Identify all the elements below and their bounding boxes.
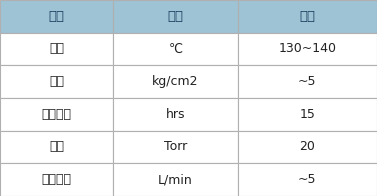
FancyBboxPatch shape <box>238 131 377 163</box>
Text: hrs: hrs <box>166 108 185 121</box>
FancyBboxPatch shape <box>113 131 238 163</box>
Text: kg/cm2: kg/cm2 <box>152 75 199 88</box>
FancyBboxPatch shape <box>0 131 113 163</box>
Text: 항목: 항목 <box>49 10 64 23</box>
FancyBboxPatch shape <box>238 163 377 196</box>
Text: 진공: 진공 <box>49 141 64 153</box>
Text: ~5: ~5 <box>298 173 317 186</box>
Text: 15: 15 <box>299 108 315 121</box>
FancyBboxPatch shape <box>113 33 238 65</box>
Text: 반응시간: 반응시간 <box>41 108 72 121</box>
Text: ℃: ℃ <box>168 43 182 55</box>
FancyBboxPatch shape <box>0 0 113 33</box>
FancyBboxPatch shape <box>113 0 238 33</box>
FancyBboxPatch shape <box>238 0 377 33</box>
Text: 20: 20 <box>299 141 315 153</box>
Text: 질소기체: 질소기체 <box>41 173 72 186</box>
Text: 단위: 단위 <box>167 10 183 23</box>
FancyBboxPatch shape <box>0 98 113 131</box>
FancyBboxPatch shape <box>0 163 113 196</box>
FancyBboxPatch shape <box>238 98 377 131</box>
FancyBboxPatch shape <box>113 98 238 131</box>
Text: 130~140: 130~140 <box>278 43 336 55</box>
Text: 온도: 온도 <box>49 43 64 55</box>
FancyBboxPatch shape <box>238 65 377 98</box>
FancyBboxPatch shape <box>0 65 113 98</box>
Text: 규격: 규격 <box>299 10 315 23</box>
FancyBboxPatch shape <box>113 65 238 98</box>
Text: ~5: ~5 <box>298 75 317 88</box>
FancyBboxPatch shape <box>0 33 113 65</box>
Text: Torr: Torr <box>164 141 187 153</box>
Text: 압력: 압력 <box>49 75 64 88</box>
FancyBboxPatch shape <box>238 33 377 65</box>
Text: L/min: L/min <box>158 173 193 186</box>
FancyBboxPatch shape <box>113 163 238 196</box>
